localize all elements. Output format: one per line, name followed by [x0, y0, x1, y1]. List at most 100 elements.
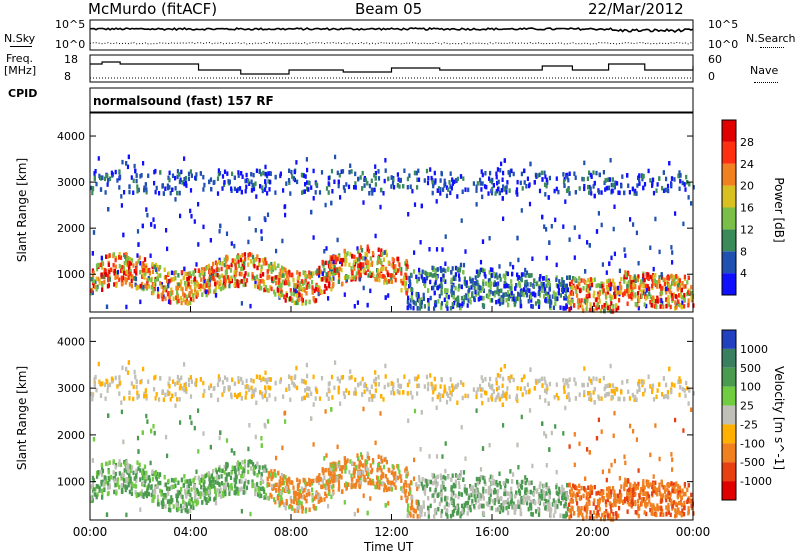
power-cell: [221, 174, 225, 179]
power-cell: [451, 177, 454, 182]
nave-label: Nave: [750, 64, 779, 77]
power-cell: [166, 183, 169, 188]
velocity-cell: [464, 489, 467, 494]
power-cell: [280, 289, 283, 295]
velocity-cell: [629, 487, 632, 493]
power-cell: [247, 252, 250, 258]
velocity-cell: [574, 381, 577, 386]
velocity-cell: [311, 487, 314, 492]
power-cell: [525, 270, 529, 275]
power-cell: [585, 306, 588, 312]
power-cell: [643, 283, 646, 289]
power-cell: [153, 169, 156, 175]
power-cell: [526, 282, 529, 287]
power-cell: [168, 291, 172, 296]
power-cell: [435, 275, 438, 280]
velocity-cell: [638, 383, 641, 388]
power-cell: [597, 304, 600, 310]
power-cell: [201, 284, 205, 289]
velocity-cell: [617, 513, 620, 519]
velocity-cell: [501, 383, 504, 388]
power-cell: [623, 276, 626, 282]
velocity-cell: [236, 462, 239, 467]
velocity-cell: [665, 497, 668, 503]
power-cell: [141, 223, 144, 229]
power-cell: [358, 252, 361, 258]
power-cell: [364, 270, 367, 275]
power-cell: [536, 173, 539, 178]
power-cell: [503, 284, 507, 289]
power-cell: [294, 283, 297, 288]
power-cell: [219, 286, 223, 292]
power-cell: [330, 256, 333, 261]
velocity-cell: [412, 476, 416, 481]
velocity-cell: [125, 512, 128, 518]
power-cell: [542, 284, 545, 289]
power-cell: [649, 245, 652, 250]
power-cell: [380, 248, 383, 253]
power-cell: [259, 279, 262, 284]
power-cell: [162, 290, 165, 295]
power-cell: [667, 295, 670, 300]
power-cell: [549, 305, 552, 311]
power-cell: [282, 266, 286, 272]
power-cell: [603, 308, 606, 314]
power-cell: [310, 271, 313, 276]
power-cell: [304, 174, 307, 179]
power-cell: [139, 174, 142, 179]
power-cell: [644, 291, 647, 297]
velocity-cell: [291, 506, 294, 511]
power-cell: [264, 257, 267, 263]
velocity-cell: [353, 511, 356, 517]
velocity-cell: [667, 494, 670, 500]
power-cell: [152, 288, 155, 293]
power-cell: [131, 274, 134, 279]
velocity-cell: [164, 482, 167, 487]
power-cell: [385, 252, 388, 258]
power-cell: [164, 274, 167, 280]
power-cell: [219, 279, 222, 285]
power-cell: [481, 181, 484, 186]
power-cell: [356, 246, 359, 251]
power-cell: [555, 262, 558, 268]
velocity-cell: [156, 494, 160, 500]
power-cell: [296, 279, 299, 284]
power-cell: [257, 282, 261, 287]
power-cell: [488, 270, 491, 275]
power-cell: [330, 262, 333, 267]
power-cell: [503, 280, 506, 286]
power-cell: [198, 272, 201, 278]
power-cell: [281, 279, 284, 285]
power-cell: [658, 278, 661, 284]
power-cell: [634, 284, 637, 290]
velocity-cell: [445, 511, 448, 517]
power-cell: [203, 182, 206, 188]
power-cell: [406, 185, 409, 190]
velocity-cell: [216, 397, 220, 403]
power-cell: [666, 299, 669, 304]
velocity-cell: [583, 392, 586, 398]
velocity-cell: [479, 387, 482, 392]
power-cell: [101, 287, 104, 292]
power-cell: [214, 281, 217, 287]
velocity-cell: [532, 492, 535, 497]
velocity-cell: [187, 382, 190, 388]
power-cell: [310, 185, 313, 190]
power-cell: [167, 299, 171, 304]
velocity-cell: [140, 489, 144, 494]
power-cell: [419, 240, 422, 245]
power-cell: [216, 191, 220, 196]
nsearch-dots: [760, 47, 784, 48]
power-cell: [361, 170, 364, 176]
power-cell: [422, 278, 425, 283]
power-cell: [533, 180, 536, 185]
power-cell: [499, 277, 502, 282]
power-cell: [371, 188, 374, 193]
velocity-cell: [531, 463, 534, 469]
power-cell: [230, 241, 233, 246]
velocity-cell: [159, 488, 162, 494]
power-cell: [556, 296, 559, 301]
power-cell: [415, 170, 418, 176]
power-cell: [176, 295, 179, 300]
power-cell: [688, 291, 691, 296]
